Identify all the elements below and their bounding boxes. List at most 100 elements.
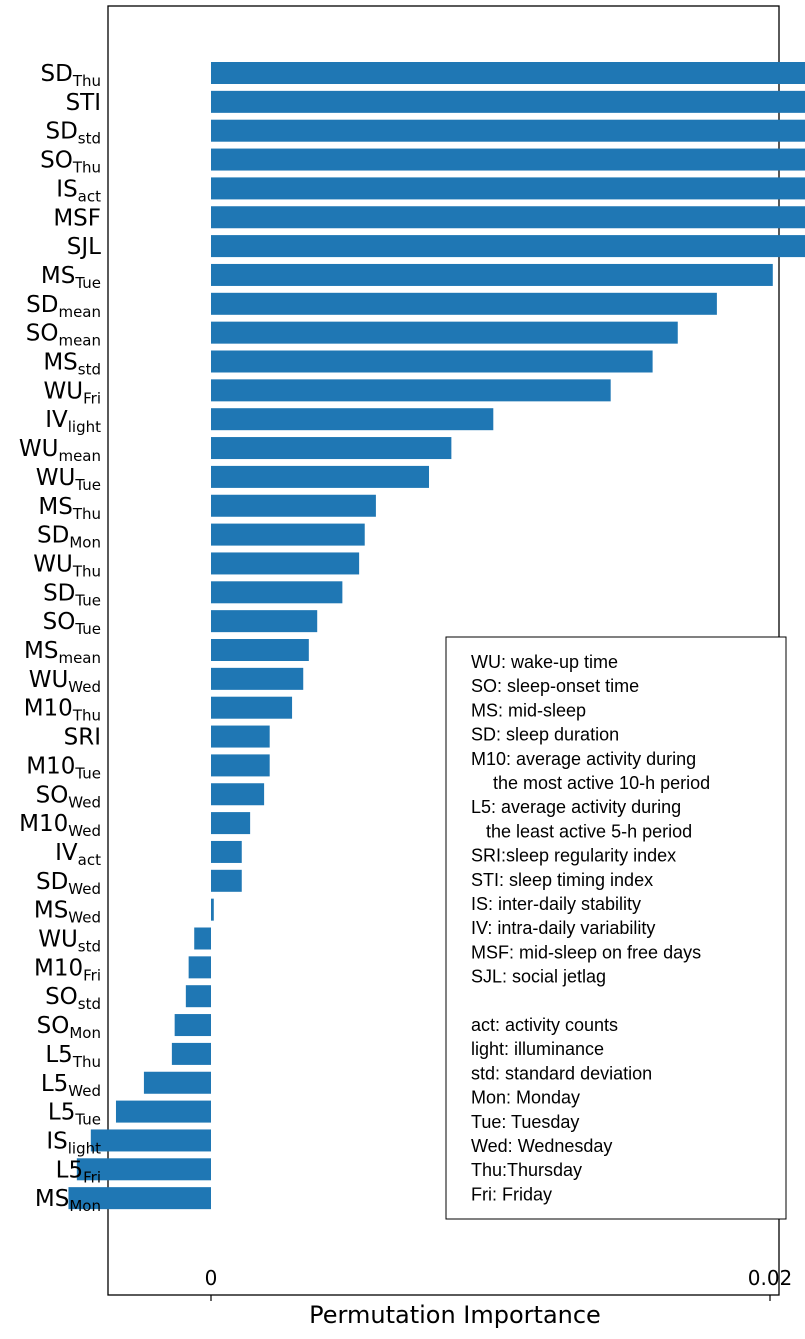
y-tick-label-base: MS bbox=[43, 350, 77, 376]
legend-entry: light: illuminance bbox=[471, 1039, 604, 1059]
y-tick-label-subscript: Fri bbox=[83, 1168, 101, 1186]
bar bbox=[211, 725, 270, 748]
y-tick-label-base: M10 bbox=[34, 955, 83, 981]
bar bbox=[211, 263, 773, 286]
y-tick-label: L5Fri bbox=[56, 1157, 101, 1186]
y-tick-label-subscript: Thu bbox=[72, 1053, 101, 1071]
legend-entry: WU: wake-up time bbox=[471, 652, 618, 672]
y-tick-label-base: SD bbox=[26, 292, 58, 318]
bar bbox=[211, 90, 805, 113]
y-tick-label: SRI bbox=[64, 725, 101, 751]
bar bbox=[211, 898, 214, 921]
y-tick-label-subscript: Wed bbox=[68, 909, 101, 927]
y-tick-label: IVlight bbox=[45, 407, 101, 436]
legend-entry: MSF: mid-sleep on free days bbox=[471, 942, 701, 962]
y-tick-label-base: SO bbox=[43, 609, 76, 635]
bar bbox=[211, 437, 452, 460]
y-tick-label-subscript: mean bbox=[58, 303, 101, 321]
y-tick-label: MSWed bbox=[34, 898, 101, 927]
y-tick-label-base: IS bbox=[56, 176, 77, 202]
y-tick-label-base: WU bbox=[38, 927, 78, 953]
y-tick-label-base: WU bbox=[33, 551, 73, 577]
y-tick-label-subscript: Thu bbox=[72, 707, 101, 725]
legend-entry: IV: intra-daily variability bbox=[471, 918, 655, 938]
y-tick-label: MSThu bbox=[38, 494, 101, 523]
legend-entry: MS: mid-sleep bbox=[471, 700, 586, 720]
bar bbox=[211, 783, 265, 806]
legend-entry: M10: average activity during bbox=[471, 749, 696, 769]
y-tick-label-subscript: Thu bbox=[72, 562, 101, 580]
y-tick-label: SOTue bbox=[43, 609, 101, 638]
legend-entry: Fri: Friday bbox=[471, 1184, 552, 1204]
y-tick-label-base: IV bbox=[55, 840, 78, 866]
y-tick-label-base: WU bbox=[36, 465, 76, 491]
legend-entry: IS: inter-daily stability bbox=[471, 894, 641, 914]
bar bbox=[174, 1014, 211, 1037]
legend-entry: SO: sleep-onset time bbox=[471, 676, 639, 696]
bar bbox=[194, 927, 211, 950]
y-tick-label-base: SO bbox=[45, 984, 78, 1010]
legend-entry: STI: sleep timing index bbox=[471, 870, 653, 890]
y-tick-label-subscript: light bbox=[68, 418, 101, 436]
y-tick-label-subscript: Tue bbox=[74, 764, 101, 782]
legend-entry: Tue: Tuesday bbox=[471, 1112, 579, 1132]
y-tick-label-subscript: Wed bbox=[68, 822, 101, 840]
y-tick-label: M10Wed bbox=[19, 811, 101, 840]
y-tick-label-subscript: Thu bbox=[72, 159, 101, 177]
bar bbox=[211, 581, 343, 604]
y-tick-label-base: SD bbox=[43, 580, 75, 606]
bar bbox=[211, 812, 251, 835]
bar bbox=[211, 235, 805, 258]
y-tick-label: SJL bbox=[67, 234, 101, 260]
y-tick-label-subscript: Thu bbox=[72, 72, 101, 90]
y-tick-label: SOstd bbox=[45, 984, 101, 1013]
y-tick-label-subscript: act bbox=[78, 851, 101, 869]
bar bbox=[211, 321, 678, 344]
y-tick-label-base: SO bbox=[37, 1013, 70, 1039]
bar bbox=[211, 523, 365, 546]
y-tick-label-base: WU bbox=[29, 667, 69, 693]
y-tick-label-base: WU bbox=[19, 436, 59, 462]
legend: WU: wake-up time SO: sleep-onset time MS: … bbox=[445, 636, 787, 1220]
bars-layer bbox=[68, 62, 805, 1210]
bar bbox=[211, 350, 653, 373]
y-tick-label: SDWed bbox=[36, 869, 101, 898]
bar bbox=[185, 985, 211, 1008]
y-tick-label-base: L5 bbox=[48, 1100, 75, 1126]
y-tick-label-subscript: act bbox=[78, 187, 101, 205]
bar bbox=[211, 62, 805, 84]
x-axis-ticks: 00.020.04 bbox=[205, 1266, 792, 1301]
y-tick-label-base: IV bbox=[45, 407, 68, 433]
y-tick-label-subscript: light bbox=[68, 1139, 101, 1157]
y-tick-label: ISact bbox=[56, 176, 101, 205]
bar bbox=[211, 119, 805, 142]
y-tick-label: M10Tue bbox=[26, 753, 101, 782]
y-tick-label-subscript: mean bbox=[58, 447, 101, 465]
y-tick-label: L5Tue bbox=[48, 1100, 101, 1129]
y-tick-label: MSmean bbox=[24, 638, 101, 667]
y-tick-label-subscript: std bbox=[78, 995, 101, 1013]
y-tick-labels: SDThuSTISDstdSOThuISactMSFSJLMSTueSDmean… bbox=[19, 61, 101, 1215]
y-tick-label-base: SO bbox=[36, 782, 69, 808]
y-tick-label-subscript: std bbox=[78, 130, 101, 148]
y-tick-label-base: M10 bbox=[26, 753, 75, 779]
legend-entry: SRI:sleep regularity index bbox=[471, 846, 676, 866]
legend-entry: the least active 5-h period bbox=[486, 821, 692, 841]
y-tick-label-subscript: Mon bbox=[69, 1197, 101, 1215]
bar bbox=[211, 840, 242, 863]
y-tick-label-subscript: Wed bbox=[68, 880, 101, 898]
y-tick-label: WUTue bbox=[36, 465, 101, 494]
bar bbox=[211, 379, 611, 402]
y-tick-label: L5Wed bbox=[41, 1071, 101, 1100]
legend-entry: Wed: Wednesday bbox=[471, 1136, 612, 1156]
y-tick-label: SDThu bbox=[41, 61, 102, 90]
y-tick-label-base: SD bbox=[37, 523, 69, 549]
y-tick-label-base: M10 bbox=[19, 811, 68, 837]
y-tick-label-base: L5 bbox=[41, 1071, 68, 1097]
legend-entry: SD: sleep duration bbox=[471, 725, 619, 745]
y-tick-label-base: WU bbox=[44, 378, 84, 404]
y-tick-label: SDstd bbox=[45, 119, 101, 148]
bar bbox=[211, 639, 309, 661]
